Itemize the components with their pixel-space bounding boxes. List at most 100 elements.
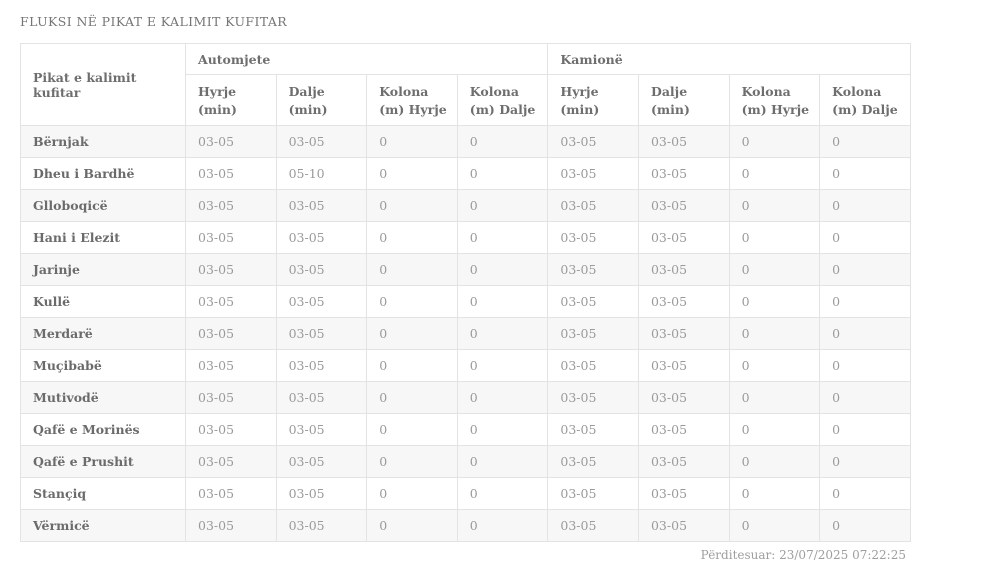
value-cell: 03-05	[185, 413, 277, 447]
value-cell: 03-05	[637, 509, 730, 543]
value-cell: 0	[728, 253, 821, 287]
value-cell: 0	[728, 189, 821, 223]
table-row: Stançiq 03-05 03-05 0 0 03-05 03-05 0 0	[20, 477, 911, 511]
value-cell: 03-05	[275, 317, 368, 351]
column-header-dalje-min-kamione: Dalje (min)	[637, 73, 730, 127]
table-row: Hani i Elezit 03-05 03-05 0 0 03-05 03-05 0 0	[20, 221, 911, 255]
value-cell: 05-10	[275, 157, 368, 191]
value-cell: 0	[819, 445, 911, 479]
column-group-automjete: Automjete	[184, 43, 549, 75]
value-cell: 03-05	[547, 285, 639, 319]
crossing-point-name: Glloboqicë	[20, 189, 186, 223]
value-cell: 0	[366, 413, 458, 447]
value-cell: 03-05	[275, 509, 368, 543]
table-row: Glloboqicë 03-05 03-05 0 0 03-05 03-05 0 0	[20, 189, 911, 223]
value-cell: 0	[728, 157, 821, 191]
value-cell: 0	[728, 445, 821, 479]
table-row: Qafë e Prushit 03-05 03-05 0 0 03-05 03-05 0 0	[20, 445, 911, 479]
table-header: Pikat e kalimit kufitar Automjete Kamion…	[20, 42, 911, 127]
value-cell: 0	[366, 157, 458, 191]
value-cell: 0	[456, 189, 549, 223]
value-cell: 0	[728, 317, 821, 351]
value-cell: 0	[366, 509, 458, 543]
table-body: Bërnjak 03-05 03-05 0 0 03-05 03-05 0 0 Dheu i Ba…	[20, 125, 911, 543]
column-header-dalje-min-automjete: Dalje (min)	[275, 73, 368, 127]
crossing-point-name: Hani i Elezit	[20, 221, 186, 255]
value-cell: 03-05	[185, 285, 277, 319]
value-cell: 03-05	[547, 189, 639, 223]
value-cell: 03-05	[547, 477, 639, 511]
value-cell: 0	[819, 381, 911, 415]
value-cell: 03-05	[185, 509, 277, 543]
value-cell: 0	[819, 157, 911, 191]
value-cell: 03-05	[547, 157, 639, 191]
value-cell: 03-05	[185, 125, 277, 159]
value-cell: 03-05	[275, 381, 368, 415]
value-cell: 0	[819, 221, 911, 255]
value-cell: 03-05	[547, 317, 639, 351]
value-cell: 0	[728, 221, 821, 255]
value-cell: 03-05	[185, 381, 277, 415]
value-cell: 03-05	[547, 253, 639, 287]
value-cell: 03-05	[185, 445, 277, 479]
value-cell: 0	[456, 509, 549, 543]
value-cell: 0	[456, 157, 549, 191]
column-header-kolona-hyrje-automjete: Kolona (m) Hyrje	[366, 73, 458, 127]
value-cell: 0	[728, 125, 821, 159]
value-cell: 03-05	[547, 445, 639, 479]
crossing-point-name: Jarinje	[20, 253, 186, 287]
value-cell: 03-05	[275, 285, 368, 319]
column-header-hyrje-min-kamione: Hyrje (min)	[547, 73, 639, 127]
value-cell: 0	[366, 285, 458, 319]
value-cell: 0	[728, 477, 821, 511]
value-cell: 03-05	[275, 253, 368, 287]
value-cell: 03-05	[547, 221, 639, 255]
value-cell: 03-05	[637, 157, 730, 191]
value-cell: 03-05	[275, 189, 368, 223]
value-cell: 0	[728, 285, 821, 319]
value-cell: 03-05	[637, 317, 730, 351]
page-container: FLUKSI NË PIKAT E KALIMIT KUFITAR Pikat …	[20, 14, 911, 563]
value-cell: 03-05	[637, 221, 730, 255]
value-cell: 0	[366, 445, 458, 479]
table-row: Muçibabë 03-05 03-05 0 0 03-05 03-05 0 0	[20, 349, 911, 383]
value-cell: 03-05	[637, 125, 730, 159]
value-cell: 0	[366, 477, 458, 511]
crossing-point-name: Muçibabë	[20, 349, 186, 383]
last-updated-timestamp: Përditesuar: 23/07/2025 07:22:25	[700, 548, 906, 563]
value-cell: 03-05	[185, 157, 277, 191]
value-cell: 0	[366, 125, 458, 159]
crossing-point-name: Mutivodë	[20, 381, 186, 415]
value-cell: 03-05	[185, 317, 277, 351]
column-header-hyrje-min-automjete: Hyrje (min)	[185, 73, 277, 127]
value-cell: 0	[819, 349, 911, 383]
value-cell: 0	[819, 253, 911, 287]
value-cell: 03-05	[637, 253, 730, 287]
table-row: Kullë 03-05 03-05 0 0 03-05 03-05 0 0	[20, 285, 911, 319]
value-cell: 03-05	[637, 285, 730, 319]
value-cell: 0	[819, 509, 911, 543]
crossing-point-name: Merdarë	[20, 317, 186, 351]
value-cell: 0	[456, 477, 549, 511]
value-cell: 03-05	[275, 413, 368, 447]
value-cell: 03-05	[185, 221, 277, 255]
value-cell: 0	[819, 317, 911, 351]
value-cell: 03-05	[637, 477, 730, 511]
crossing-point-name: Qafë e Prushit	[20, 445, 186, 479]
value-cell: 0	[366, 221, 458, 255]
table-row: Bërnjak 03-05 03-05 0 0 03-05 03-05 0 0	[20, 125, 911, 159]
value-cell: 0	[728, 413, 821, 447]
value-cell: 03-05	[547, 509, 639, 543]
column-header-crossing-points: Pikat e kalimit kufitar	[20, 42, 186, 127]
value-cell: 03-05	[547, 349, 639, 383]
value-cell: 03-05	[275, 125, 368, 159]
value-cell: 0	[456, 317, 549, 351]
value-cell: 0	[456, 445, 549, 479]
value-cell: 0	[456, 221, 549, 255]
value-cell: 0	[366, 253, 458, 287]
value-cell: 0	[728, 381, 821, 415]
value-cell: 0	[728, 349, 821, 383]
value-cell: 0	[456, 349, 549, 383]
value-cell: 03-05	[547, 381, 639, 415]
value-cell: 03-05	[185, 189, 277, 223]
